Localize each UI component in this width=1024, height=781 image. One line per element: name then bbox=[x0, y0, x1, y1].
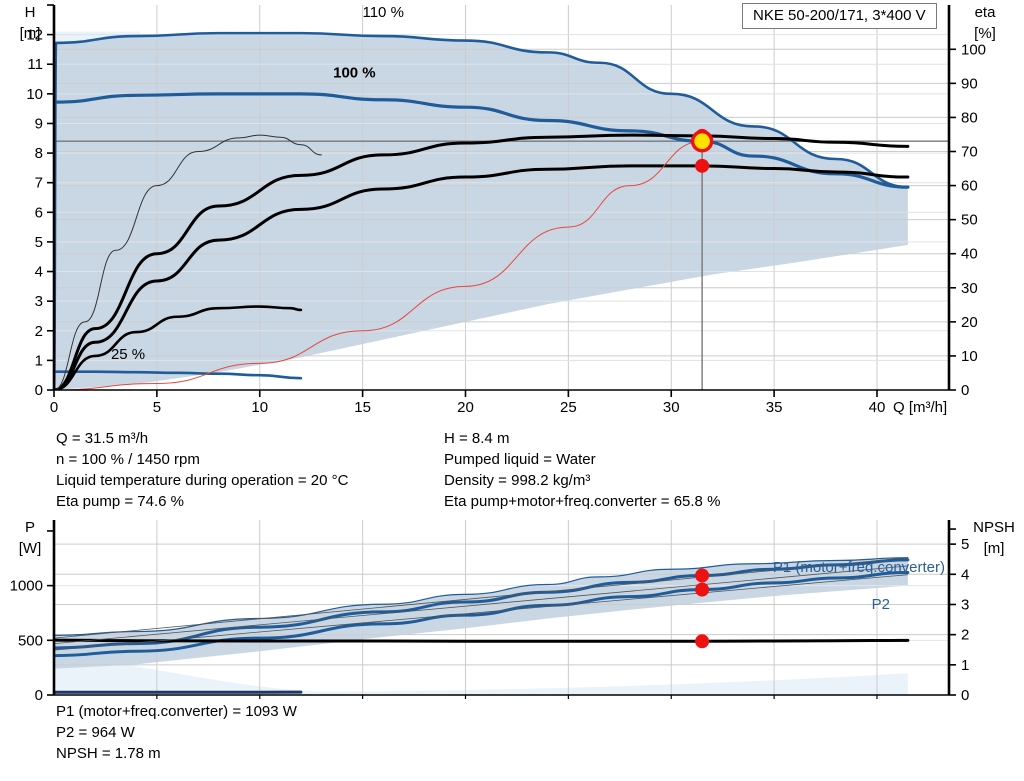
bottom-curve-group bbox=[54, 557, 910, 694]
svg-text:100: 100 bbox=[961, 41, 986, 58]
curve-p1-upper-envelope bbox=[54, 557, 909, 636]
info-density: Density = 998.2 kg/m³ bbox=[444, 472, 591, 489]
info-speed: n = 100 % / 1450 rpm bbox=[56, 451, 200, 468]
svg-text:15: 15 bbox=[354, 399, 371, 416]
eta-axis-unit: [%] bbox=[974, 25, 996, 42]
duty-point-marker bbox=[690, 130, 714, 153]
svg-text:60: 60 bbox=[961, 178, 978, 195]
svg-text:80: 80 bbox=[961, 109, 978, 126]
top-curve-group bbox=[54, 31, 910, 390]
npsh-axis-title: NPSH bbox=[973, 519, 1015, 536]
curve-p2 bbox=[54, 571, 910, 658]
operating-data-left: Q = 31.5 m³/h n = 100 % / 1450 rpm Liqui… bbox=[56, 428, 348, 512]
top-duty-markers bbox=[690, 128, 714, 173]
curve-h-110- bbox=[54, 31, 910, 390]
svg-text:6: 6 bbox=[35, 204, 43, 221]
p-axis-title: P bbox=[25, 519, 35, 536]
svg-text:70: 70 bbox=[961, 144, 978, 161]
svg-text:0: 0 bbox=[35, 687, 43, 700]
svg-text:35: 35 bbox=[766, 399, 783, 416]
power-npsh-chart: 0 500 1000 0 1 2 3 4 5 P [W] NPSH [m] P1 (motor+… bbox=[10, 519, 1015, 700]
info-eta-total: Eta pump+motor+freq.converter = 65.8 % bbox=[444, 493, 721, 510]
svg-text:20: 20 bbox=[457, 399, 474, 416]
info-liquid-temperature: Liquid temperature during operation = 20… bbox=[56, 472, 349, 489]
series-label-p2: P2 bbox=[872, 596, 890, 613]
npsh-axis-unit: [m] bbox=[984, 540, 1005, 557]
svg-text:10: 10 bbox=[961, 348, 978, 365]
curve-eta-pump-motor-freq-converter bbox=[54, 164, 910, 390]
info-p1: P1 (motor+freq.converter) = 1093 W bbox=[56, 703, 297, 720]
duty-marker-eta bbox=[695, 158, 710, 173]
duty-marker-p1 bbox=[695, 568, 710, 583]
bottom-duty-markers bbox=[695, 568, 710, 649]
power-data-block: P1 (motor+freq.converter) = 1093 W P2 = … bbox=[56, 701, 297, 764]
info-p2: P2 = 964 W bbox=[56, 724, 135, 741]
svg-text:3: 3 bbox=[35, 293, 43, 310]
annotation-100-percent: 100 % bbox=[333, 65, 376, 82]
svg-text:1000: 1000 bbox=[10, 578, 43, 595]
head-efficiency-chart: 0 5 10 15 20 25 30 35 40012345678910111201020304… bbox=[20, 4, 997, 416]
operating-data-right: H = 8.4 m Pumped liquid = Water Density … bbox=[444, 428, 720, 512]
pump-model-title-box: NKE 50-200/171, 3*400 V bbox=[742, 3, 937, 29]
q-axis-title: Q [m³/h] bbox=[893, 399, 947, 416]
svg-text:25: 25 bbox=[560, 399, 577, 416]
curve-eta-envelope-upper-thin- bbox=[54, 134, 322, 390]
h-axis-title: H bbox=[25, 4, 36, 21]
svg-text:5: 5 bbox=[153, 399, 161, 416]
svg-text:11: 11 bbox=[27, 56, 43, 73]
svg-text:1: 1 bbox=[35, 352, 43, 369]
svg-text:5: 5 bbox=[35, 234, 43, 251]
p-axis-unit: [W] bbox=[19, 540, 42, 557]
svg-text:10: 10 bbox=[251, 399, 268, 416]
svg-text:9: 9 bbox=[35, 115, 43, 132]
curve-h-100- bbox=[54, 92, 910, 189]
curve-h-25- bbox=[54, 370, 303, 380]
eta-axis-title: eta bbox=[975, 4, 997, 21]
h-axis-unit: [m] bbox=[20, 25, 41, 42]
svg-text:7: 7 bbox=[35, 175, 43, 192]
svg-text:90: 90 bbox=[961, 75, 978, 92]
svg-text:30: 30 bbox=[663, 399, 680, 416]
curve-npsh bbox=[54, 638, 910, 643]
svg-text:3: 3 bbox=[961, 596, 969, 613]
svg-text:0: 0 bbox=[35, 382, 43, 399]
curve-eta-pump-100- bbox=[54, 133, 910, 390]
info-npsh: NPSH = 1.78 m bbox=[56, 745, 161, 762]
svg-text:4: 4 bbox=[35, 264, 43, 281]
info-h: H = 8.4 m bbox=[444, 430, 510, 447]
svg-text:500: 500 bbox=[18, 632, 43, 649]
svg-text:50: 50 bbox=[961, 212, 978, 229]
svg-text:0: 0 bbox=[50, 399, 58, 416]
annotation-110-percent: 110 % bbox=[362, 4, 403, 21]
info-eta-pump: Eta pump = 74.6 % bbox=[56, 493, 184, 510]
duty-marker-npsh bbox=[695, 634, 710, 649]
svg-text:40: 40 bbox=[869, 399, 886, 416]
svg-text:5: 5 bbox=[961, 536, 969, 553]
bottom-envelope-light-2 bbox=[321, 673, 908, 695]
svg-text:12: 12 bbox=[26, 27, 43, 44]
svg-text:30: 30 bbox=[961, 280, 978, 297]
svg-text:20: 20 bbox=[961, 314, 978, 331]
top-axis-ticks: 0 5 10 15 20 25 30 35 40012345678910111201020304… bbox=[26, 4, 986, 416]
svg-text:40: 40 bbox=[961, 246, 978, 263]
info-q: Q = 31.5 m³/h bbox=[56, 430, 149, 447]
series-label-p1: P1 (motor+freq.converter) bbox=[773, 559, 945, 576]
svg-text:10: 10 bbox=[26, 86, 43, 103]
svg-text:8: 8 bbox=[35, 145, 43, 162]
svg-text:4: 4 bbox=[961, 566, 969, 583]
curve-eta-25- bbox=[54, 305, 303, 390]
annotation-25-percent: 25 % bbox=[111, 346, 145, 363]
svg-text:2: 2 bbox=[35, 323, 43, 340]
curve-system-curve bbox=[54, 140, 703, 390]
info-pumped-liquid: Pumped liquid = Water bbox=[444, 451, 596, 468]
svg-text:0: 0 bbox=[961, 687, 969, 700]
svg-text:2: 2 bbox=[961, 627, 969, 644]
bottom-axis-ticks: 0 500 1000 0 1 2 3 4 5 bbox=[10, 528, 969, 700]
duty-marker-p2 bbox=[695, 582, 710, 597]
svg-text:1: 1 bbox=[961, 657, 969, 674]
svg-text:0: 0 bbox=[961, 382, 969, 399]
